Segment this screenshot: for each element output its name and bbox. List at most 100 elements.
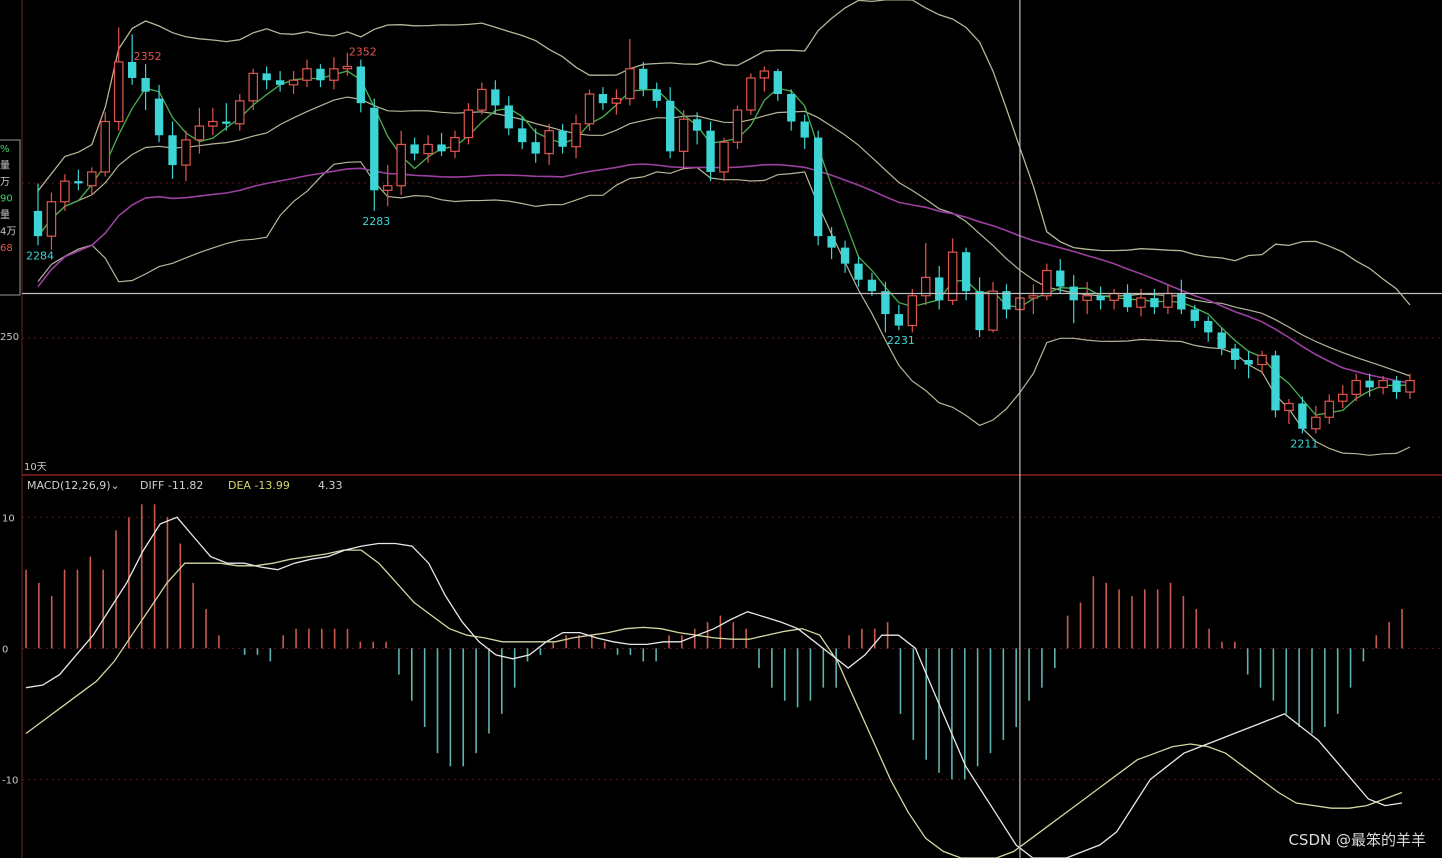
- candle-body-down: [935, 277, 944, 301]
- candle: [423, 135, 433, 163]
- candle: [356, 59, 365, 113]
- candle-body-down: [127, 61, 137, 78]
- candle: [1257, 350, 1267, 374]
- candle: [1405, 373, 1415, 399]
- candle: [827, 226, 836, 260]
- watermark: CSDN @最笨的羊羊: [1288, 831, 1426, 849]
- candle-body-up: [625, 68, 635, 100]
- candle: [1123, 284, 1132, 312]
- candle-body-down: [1271, 355, 1280, 411]
- candle: [342, 52, 353, 76]
- candle-body-up: [1311, 416, 1321, 430]
- candle-body-down: [666, 100, 675, 152]
- candle: [947, 238, 958, 305]
- candle-body-down: [1177, 293, 1186, 310]
- candle: [127, 34, 137, 85]
- candle: [288, 71, 299, 94]
- candle: [1109, 288, 1119, 310]
- chart-overlay: [22, 0, 1442, 858]
- candle: [639, 61, 648, 97]
- candle: [1337, 385, 1348, 409]
- candle-body-up: [450, 136, 460, 152]
- candle: [450, 130, 460, 159]
- price-extreme-label: 2283: [362, 215, 390, 228]
- candle-body-up: [544, 130, 554, 155]
- price-extreme-label: 2231: [887, 334, 915, 347]
- candle-body-down: [894, 314, 904, 326]
- candle: [194, 107, 205, 154]
- candle-body-up: [1378, 379, 1388, 389]
- candle: [598, 87, 608, 111]
- candle-body-down: [168, 135, 177, 166]
- candle: [222, 103, 231, 131]
- candle-body-down: [881, 291, 890, 315]
- ma-long-line: [37, 163, 1411, 384]
- candle: [1002, 284, 1011, 319]
- macd-axis-tick: 0: [2, 644, 8, 655]
- candle-body-down: [961, 252, 971, 292]
- period-label: 10天: [24, 462, 47, 473]
- candle: [961, 247, 971, 301]
- price-extreme-label: 2352: [349, 46, 377, 59]
- candle-body-up: [719, 141, 729, 173]
- candle-body-up: [988, 290, 998, 331]
- candle-body-down: [598, 94, 608, 104]
- candle: [87, 167, 97, 195]
- candle-body-down: [1123, 293, 1132, 308]
- candle-body-up: [342, 65, 353, 70]
- candle-body-down: [262, 73, 271, 81]
- candle: [881, 282, 890, 333]
- candle: [1271, 350, 1280, 418]
- candle: [746, 73, 756, 115]
- candle: [504, 96, 513, 136]
- candle-body-down: [1230, 348, 1240, 360]
- candle: [854, 256, 863, 287]
- info-box-label: 4万: [0, 227, 16, 238]
- candle: [1284, 398, 1294, 425]
- candle-body-down: [1204, 320, 1213, 333]
- candle-body-up: [382, 185, 393, 191]
- candle: [1204, 316, 1213, 342]
- candle: [1311, 405, 1321, 434]
- candle: [1096, 286, 1105, 310]
- info-box-label: %: [0, 144, 10, 155]
- candle: [410, 137, 419, 161]
- candle-body-down: [827, 236, 836, 248]
- candle-body-down: [222, 121, 231, 124]
- candle: [678, 110, 689, 170]
- candle-body-up: [288, 79, 299, 86]
- candle: [181, 130, 191, 182]
- candle-body-up: [571, 123, 581, 148]
- candle-body-down: [491, 89, 500, 106]
- candle-body-up: [1082, 295, 1092, 301]
- candle-body-up: [60, 180, 70, 203]
- candle-body-up: [181, 139, 191, 166]
- candle-body-down: [867, 279, 877, 292]
- candle: [625, 38, 635, 106]
- macd-legend: MACD(12,26,9)⌄ DIFF -11.82 DEA -13.99 4.33: [27, 479, 343, 492]
- candle-body-up: [248, 72, 258, 102]
- candle: [920, 243, 931, 305]
- candle-body-up: [759, 70, 770, 79]
- candle-body-down: [33, 210, 43, 237]
- candle-body-down: [275, 80, 285, 85]
- candle-body-up: [947, 251, 958, 301]
- diff-line: [25, 516, 1403, 858]
- candle: [706, 121, 715, 182]
- candle-body-down: [773, 71, 782, 94]
- candle-body-up: [1351, 379, 1361, 395]
- info-box-label: 万: [0, 177, 10, 188]
- candle-body-down: [975, 291, 984, 331]
- candle: [1365, 373, 1374, 397]
- candle-body-down: [652, 89, 661, 101]
- candle: [975, 277, 984, 338]
- candle-body-up: [1405, 379, 1415, 393]
- candle: [518, 116, 527, 150]
- candle: [154, 84, 164, 143]
- candle: [60, 174, 70, 211]
- candle: [208, 107, 218, 136]
- candle: [437, 132, 446, 156]
- candle: [1190, 304, 1199, 328]
- candle: [302, 59, 312, 88]
